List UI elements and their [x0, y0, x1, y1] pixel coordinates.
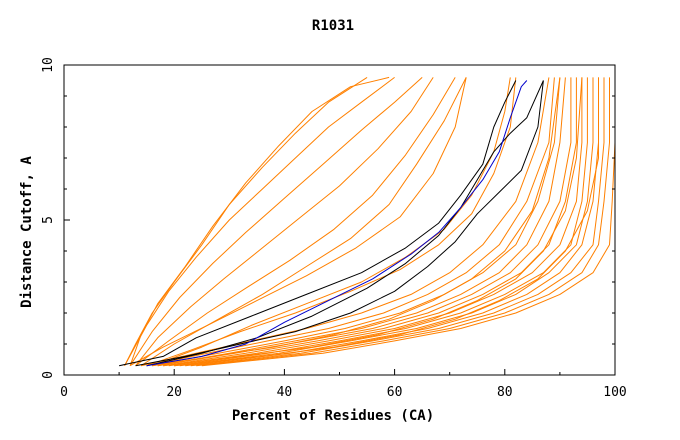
series-line-orange-19 [190, 77, 605, 367]
series-line-orange-06 [135, 77, 456, 367]
x-tick-label: 100 [603, 385, 626, 400]
y-tick-label: 10 [41, 57, 56, 73]
x-tick-label: 20 [166, 385, 182, 400]
x-tick-label: 60 [387, 385, 403, 400]
x-axis: 0 20 40 60 80 100 [60, 369, 627, 400]
series-line-black-upper [118, 80, 517, 367]
x-tick-label: 40 [277, 385, 293, 400]
x-tick-label: 80 [497, 385, 513, 400]
y-axis-title: Distance Cutoff, A [19, 156, 35, 308]
series-line-orange-15 [168, 77, 583, 367]
series-line-orange-16 [174, 77, 588, 367]
series-line-orange-18 [185, 77, 599, 367]
x-axis-title: Percent of Residues (CA) [232, 408, 434, 424]
series-line-black-mid [146, 80, 544, 367]
series-line-black-lower [135, 80, 544, 367]
series-line-orange-21 [201, 77, 616, 367]
y-axis: 0 5 10 [41, 57, 615, 379]
series-line-orange-17 [179, 77, 594, 367]
plot-lines [118, 76, 616, 367]
series-line-orange-22 [152, 77, 561, 367]
series-line-orange-24 [174, 77, 599, 367]
chart-title: R1031 [312, 18, 354, 34]
series-line-orange-03 [124, 76, 395, 366]
y-tick-label: 5 [41, 216, 56, 224]
series-line-orange-12 [157, 77, 566, 367]
series-line-blue-model [146, 80, 528, 367]
series-line-orange-09 [140, 77, 550, 367]
series-line-orange-14 [163, 77, 577, 367]
series-line-orange-04 [129, 77, 423, 366]
series-line-orange-08 [129, 77, 467, 367]
series-line-orange-05 [135, 77, 434, 367]
x-tick-label: 0 [60, 385, 68, 400]
plot-frame [63, 64, 616, 376]
series-line-orange-20 [196, 77, 610, 367]
series-line-orange-01 [124, 76, 368, 366]
series-line-orange-02 [129, 76, 390, 366]
series-line-orange-23 [163, 77, 583, 367]
y-tick-label: 0 [41, 371, 56, 379]
series-line-orange-10 [146, 77, 555, 367]
series-line-orange-07 [140, 77, 467, 367]
